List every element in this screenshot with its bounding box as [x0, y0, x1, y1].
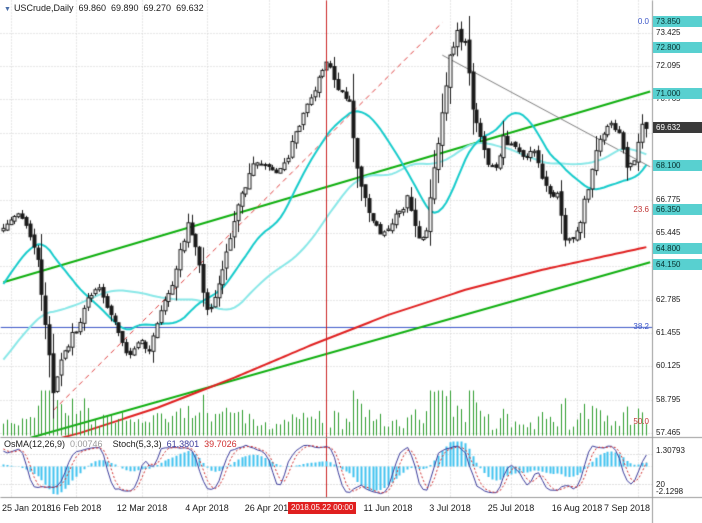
price-tick-label: 73.425 — [656, 27, 681, 37]
indicator-scale-label: 1.30793 — [656, 446, 685, 455]
indicator-scale-label: -2.1298 — [656, 487, 684, 496]
date-label: 11 Jun 2018 — [363, 503, 413, 513]
time-axis[interactable]: 25 Jan 2018 16 Feb 2018 12 Mar 2018 4 Apr 2… — [0, 497, 652, 523]
price-level-badge: 73.850 — [653, 16, 702, 27]
price-tick-label: 60.125 — [656, 361, 681, 371]
chart-symbol-icon: ▼ — [4, 6, 11, 13]
price-tick-label: 57.465 — [656, 428, 681, 438]
date-label: 25 Jul 2018 — [487, 503, 535, 513]
price-level-badge: 66.350 — [653, 204, 702, 216]
price-tick-label: 66.775 — [656, 194, 681, 204]
stoch-label: Stoch(5,3,3) — [112, 439, 162, 449]
stoch-main-value: 61.3801 — [166, 439, 200, 449]
date-label: 25 Jan 2018 — [2, 503, 52, 513]
price-tick-label: 58.795 — [656, 394, 681, 404]
date-label: 4 Apr 2018 — [185, 503, 229, 513]
osma-label: OsMA(12,26,9) — [4, 439, 66, 449]
price-level-badge: 64.150 — [653, 259, 702, 271]
date-label: 7 Sep 2018 — [603, 503, 650, 513]
price-tick-label: 65.445 — [656, 227, 681, 237]
price-level-badge: 68.100 — [653, 160, 702, 172]
price-tick-label: 61.455 — [656, 328, 681, 338]
current-price-badge: 69.632 — [653, 121, 702, 133]
date-label: 3 Jul 2018 — [429, 503, 471, 513]
price-level-badge: 72.800 — [653, 42, 702, 54]
price-tick-label: 70.765 — [656, 94, 681, 104]
price-tick-label: 62.785 — [656, 294, 681, 304]
quote-high: 69.890 — [111, 3, 139, 13]
fib-level-label: 23.6 — [633, 205, 649, 215]
quote-open: 69.860 — [78, 3, 106, 13]
price-scale[interactable]: 73.425 72.095 70.765 66.775 65.445 62.785 61.4… — [652, 0, 702, 523]
fib-level-label: 0.0 — [637, 17, 649, 26]
chart-title: USCrude,Daily — [13, 3, 74, 13]
chart-symbol-label: ▼ USCrude,Daily 69.860 69.890 69.270 69.632 — [4, 3, 204, 13]
stoch-signal-value: 39.7026 — [204, 439, 237, 449]
date-highlight-badge: 2018.05.22 00:00 — [288, 502, 357, 514]
quote-close: 69.632 — [176, 3, 204, 13]
fib-level-label: 38.2 — [633, 321, 649, 331]
date-label: 16 Feb 2018 — [50, 503, 102, 513]
price-level-badge: 71.000 — [653, 87, 702, 99]
date-label: 26 Apr 2018 — [244, 503, 294, 513]
price-tick-label: 72.095 — [656, 61, 681, 71]
quote-low: 69.270 — [143, 3, 172, 13]
osma-value: 0.00746 — [70, 439, 103, 449]
date-label: 16 Aug 2018 — [551, 503, 603, 513]
indicator-scale-label: 20 — [656, 480, 665, 489]
fib-level-label: 50.0 — [633, 417, 649, 427]
price-level-badge: 64.800 — [653, 243, 702, 255]
date-label: 12 Mar 2018 — [116, 503, 168, 513]
indicator-panel-label: OsMA(12,26,9) 0.00746 Stoch(5,3,3) 61.3801 3… — [4, 439, 237, 449]
